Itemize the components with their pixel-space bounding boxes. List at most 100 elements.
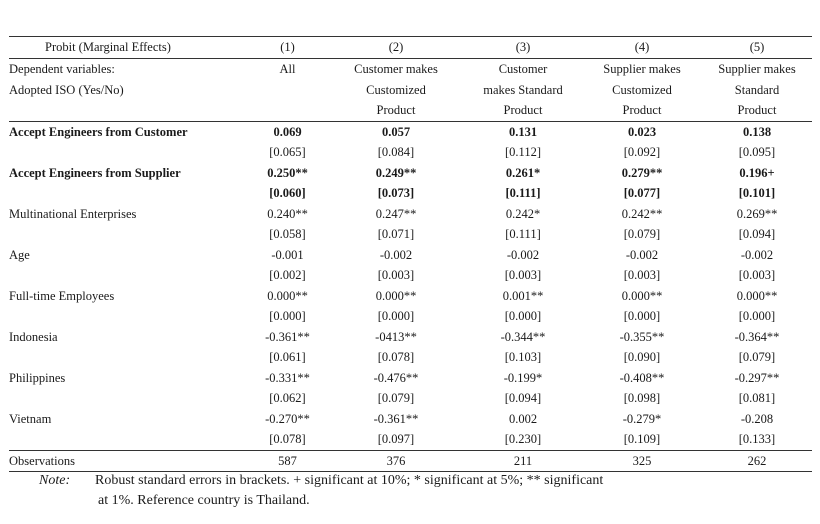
standard-error-cell: [0.095] [738, 145, 776, 159]
coefficient-cell: -0.002 [740, 247, 774, 262]
standard-error-cell: [0.000] [377, 309, 415, 323]
standard-error-cell: [0.078] [377, 350, 415, 364]
blank-label [9, 388, 247, 409]
note-line-2: at 1%. Reference country is Thailand. [98, 493, 310, 508]
coefficient-cell: 0.000** [375, 288, 417, 303]
coef-row-philippines: Philippines -0.331** -0.476** -0.199* -0.408… [9, 368, 812, 389]
standard-error-cell: [0.000] [738, 309, 776, 323]
standard-error-cell: [0.078] [269, 432, 306, 446]
observations-cell: 325 [582, 449, 702, 472]
dependent-cell: Customer makes [354, 62, 438, 76]
coef-row-full-time-employees: Full-time Employees 0.000** 0.000** 0.001**… [9, 286, 812, 307]
standard-error-cell: [0.003] [377, 268, 415, 282]
blank-label [9, 306, 247, 327]
blank-label [9, 142, 247, 163]
coefficient-cell: 0.131 [464, 120, 582, 142]
coefficient-cell: -0.279* [622, 411, 662, 426]
coefficient-cell: -0.002 [625, 247, 659, 262]
dependent-cell: makes Standard [483, 82, 563, 97]
coefficient-cell: -0.361** [265, 329, 310, 344]
blank-label [9, 100, 247, 121]
note-label: Note: [39, 473, 71, 488]
coef-row-accept-engineers-from-supplier: Accept Engineers from Supplier 0.250** 0.2… [9, 163, 812, 184]
regression-table: Probit (Marginal Effects) (1) (2) (3) (4… [9, 36, 812, 472]
standard-error-cell: [0.065] [269, 145, 306, 159]
standard-error-cell: [0.077] [623, 186, 661, 200]
blank-label [9, 224, 247, 245]
se-row-indonesia: [0.061] [0.078] [0.103] [0.090] [0.079] [9, 347, 812, 368]
standard-error-cell: [0.103] [504, 350, 542, 364]
coefficient-cell: -0.364** [734, 329, 780, 344]
column-number: (1) [247, 36, 328, 59]
variable-label: Indonesia [9, 329, 58, 344]
coefficient-cell: -0.270** [265, 411, 310, 426]
coefficient-cell: 0.250** [267, 165, 308, 180]
standard-error-cell: [0.111] [505, 186, 541, 200]
table-note: Note: Robust standard errors in brackets.… [39, 471, 799, 511]
standard-error-cell: [0.079] [623, 227, 661, 241]
standard-error-cell: [0.071] [377, 227, 415, 241]
coefficient-cell: 0.242** [621, 206, 663, 221]
observations-cell: 262 [702, 449, 812, 472]
coefficient-cell: -0.199* [503, 370, 543, 385]
standard-error-cell: [0.092] [623, 145, 661, 159]
header-label: Probit (Marginal Effects) [9, 36, 247, 59]
coefficient-cell: -0.361** [373, 411, 419, 426]
se-row-age: [0.002] [0.003] [0.003] [0.003] [0.003] [9, 265, 812, 286]
variable-label: Multinational Enterprises [9, 206, 137, 221]
dependent-cell: Supplier makes [718, 62, 796, 76]
coefficient-cell: -0.208 [740, 411, 774, 426]
se-row-multinational-enterprises: [0.058] [0.071] [0.111] [0.079] [0.094] [9, 224, 812, 245]
dependent-row-3: Product Product Product Product [9, 100, 812, 121]
coefficient-cell: -0.344** [500, 329, 546, 344]
se-row-vietnam: [0.078] [0.097] [0.230] [0.109] [0.133] [9, 429, 812, 450]
coefficient-cell: 0.002 [508, 411, 538, 426]
column-number: (3) [464, 36, 582, 59]
standard-error-cell: [0.230] [504, 432, 542, 446]
standard-error-cell: [0.098] [623, 391, 661, 405]
header-row: Probit (Marginal Effects) (1) (2) (3) (4… [9, 36, 812, 59]
blank-label [9, 347, 247, 368]
coefficient-cell: 0.001** [502, 288, 544, 303]
blank-label [9, 265, 247, 286]
column-number: (2) [328, 36, 464, 59]
dependent-cell: All [279, 62, 296, 76]
coefficient-cell: -0.297** [734, 370, 780, 385]
standard-error-cell: [0.111] [505, 227, 541, 241]
standard-error-cell: [0.073] [377, 186, 415, 200]
coefficient-cell: 0.279** [621, 165, 663, 180]
standard-error-cell: [0.079] [738, 350, 776, 364]
standard-error-cell: [0.062] [269, 391, 306, 405]
standard-error-cell: [0.094] [738, 227, 776, 241]
blank-label [9, 183, 247, 204]
variable-label: Accept Engineers from Customer [9, 120, 247, 142]
adopted-iso-label: Adopted ISO (Yes/No) [9, 82, 124, 97]
dependent-row-2: Adopted ISO (Yes/No) Customized makes St… [9, 80, 812, 101]
standard-error-cell: [0.081] [738, 391, 776, 405]
coef-row-accept-engineers-from-customer: Accept Engineers from Customer 0.069 0.057… [9, 120, 812, 142]
coefficient-cell: -0.476** [373, 370, 419, 385]
coef-row-multinational-enterprises: Multinational Enterprises 0.240** 0.247** 0… [9, 204, 812, 225]
se-row-full-time-employees: [0.000] [0.000] [0.000] [0.000] [0.000] [9, 306, 812, 327]
standard-error-cell: [0.090] [623, 350, 661, 364]
coefficient-cell: 0.000** [621, 288, 663, 303]
coefficient-cell: -0.408** [619, 370, 665, 385]
standard-error-cell: [0.000] [504, 309, 542, 323]
column-number: (4) [582, 36, 702, 59]
blank-label [9, 429, 247, 450]
variable-label: Age [9, 247, 30, 262]
standard-error-cell: [0.084] [377, 145, 415, 159]
standard-error-cell: [0.094] [504, 391, 542, 405]
se-row-philippines: [0.062] [0.079] [0.094] [0.098] [0.081] [9, 388, 812, 409]
standard-error-cell: [0.112] [505, 145, 541, 159]
variable-label: Accept Engineers from Supplier [9, 165, 181, 180]
observations-cell: 587 [247, 449, 328, 472]
coefficient-cell: -0413** [375, 329, 417, 344]
variable-label: Philippines [9, 370, 66, 385]
dependent-row-1: Dependent variables: All Customer makes … [9, 59, 812, 80]
dependent-cell: Standard [734, 82, 780, 97]
coefficient-cell: 0.269** [736, 206, 778, 221]
coefficient-cell: 0.247** [375, 206, 417, 221]
standard-error-cell: [0.003] [738, 268, 776, 282]
